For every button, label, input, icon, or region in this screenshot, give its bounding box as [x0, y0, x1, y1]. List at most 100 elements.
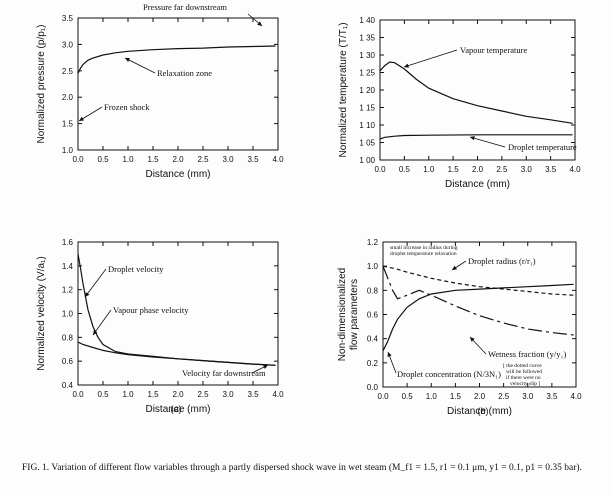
chart-p2: 0.0 0.5 1.0 1.5 2.0 2.5 3.0 3.5 4.0 1 00 1 05 1 10 1…: [338, 16, 581, 190]
annotation-leader: [403, 49, 458, 68]
x-tick-label: 3.0: [222, 155, 234, 164]
y-tick-label: 0.8: [62, 333, 74, 342]
y-axis-label: Normalized temperature (T/T₁): [338, 22, 349, 157]
x-tick-label: 2.0: [172, 155, 184, 164]
x-axis-label: Distance (mm): [145, 169, 210, 180]
y-tick-label: 0.6: [367, 311, 379, 320]
y-tick-label: 0.4: [62, 381, 74, 390]
y-tick-label: 1 25: [359, 69, 375, 78]
x-tick-label: 0.5: [399, 165, 411, 174]
x-tick-label: 1.0: [122, 390, 134, 399]
series-line-0: [382, 265, 574, 296]
x-tick-label: 2.5: [496, 165, 508, 174]
y-tick-label: 1.4: [62, 262, 74, 271]
y-tick-label: 1 10: [359, 121, 375, 130]
x-tick-label: 1.5: [147, 155, 159, 164]
x-tick-label: 0.0: [72, 155, 84, 164]
x-tick-label: 2.0: [172, 390, 184, 399]
x-tick-label: 3.0: [522, 392, 534, 401]
annotation-arrowhead: [263, 365, 268, 369]
y-tick-label: 1.2: [62, 286, 74, 295]
annotation-label: Vapour phase velocity: [113, 305, 189, 315]
x-axis-label: Distance (mm): [447, 406, 512, 417]
x-tick-label: 2.5: [197, 155, 209, 164]
annotation-arrowhead: [257, 21, 262, 26]
x-tick-label: 0.5: [402, 392, 414, 401]
chart-p1: 0.0 0.5 1.0 1.5 2.0 2.5 3.0 3.5 4.0 1.0 1.5 2.0 2.5 3…: [36, 2, 284, 180]
x-tick-label: 3.0: [222, 390, 234, 399]
annotation-label: Velocity far downstream: [182, 368, 266, 378]
annotation-label: Droplet radius (r/r₁): [468, 256, 536, 266]
x-tick-label: 0.0: [374, 165, 386, 174]
y-tick-label: 1 20: [359, 86, 375, 95]
annotation-label: droplet temperature relaxation: [390, 251, 457, 257]
y-tick-label: 1 30: [359, 51, 375, 60]
annotation-arrowhead: [79, 116, 84, 121]
x-tick-label: 1.5: [147, 390, 159, 399]
x-tick-label: 3.5: [545, 165, 557, 174]
x-tick-label: 3.5: [247, 390, 259, 399]
y-tick-label: 1 00: [359, 156, 375, 165]
x-tick-label: 3.5: [247, 155, 259, 164]
annotation-label: Relaxation zone: [157, 68, 212, 78]
x-tick-label: 2.5: [498, 392, 510, 401]
panel-label-b: (b): [478, 406, 489, 416]
x-tick-label: 2.5: [197, 390, 209, 399]
x-tick-label: 1.0: [122, 155, 134, 164]
x-tick-label: 2.0: [472, 165, 484, 174]
annotation-leader: [84, 268, 107, 298]
annotation-leader: [92, 309, 112, 336]
annotation-arrowhead: [470, 337, 475, 342]
annotation-label: [ the dotted curve: [503, 363, 542, 369]
annotation-label: small increase in radius during: [390, 245, 458, 251]
series-line-1: [382, 283, 574, 352]
x-tick-label: 3.5: [546, 392, 558, 401]
y-axis-label-line2: flow parameters: [349, 279, 360, 350]
x-tick-label: 4.0: [272, 390, 284, 399]
figure-caption: FIG. 1. Variation of different flow vari…: [22, 462, 582, 473]
y-tick-label: 1.2: [367, 238, 379, 247]
x-tick-label: 1.5: [448, 165, 460, 174]
annotation-label: Droplet velocity: [108, 264, 164, 274]
x-tick-label: 3.0: [521, 165, 533, 174]
x-tick-label: 0.5: [97, 390, 109, 399]
y-tick-label: 1 15: [359, 104, 375, 113]
annotation-label: Droplet temperature: [508, 142, 577, 152]
panel-label-a: (a): [171, 404, 182, 414]
y-tick-label: 2.5: [62, 67, 74, 76]
y-tick-label: 1 05: [359, 139, 375, 148]
plot-frame: [77, 17, 279, 151]
annotation-label: Wetness fraction (y/y₁): [488, 349, 566, 359]
x-tick-label: 4.0: [569, 165, 581, 174]
y-tick-label: 1.6: [62, 238, 74, 247]
annotation-arrowhead: [125, 58, 130, 62]
x-tick-label: 1.5: [450, 392, 462, 401]
annotation-leader: [124, 57, 156, 74]
annotation-leader: [469, 136, 506, 148]
annotation-arrowhead: [93, 330, 98, 335]
x-tick-label: 1.0: [426, 392, 438, 401]
x-tick-label: 0.0: [377, 392, 389, 401]
y-tick-label: 1.0: [62, 146, 74, 155]
annotation-label: will be followed: [506, 368, 542, 375]
annotation-label: Vapour temperature: [460, 45, 527, 55]
y-axis-label: Non-dimensionalized: [337, 268, 348, 361]
y-tick-label: 0.0: [367, 383, 379, 392]
annotation-label: Frozen shock: [104, 102, 150, 112]
chart-p3: 0.0 0.5 1.0 1.5 2.0 2.5 3.0 3.5 4.0 0.4 0.6 0.8 1.0 1…: [36, 238, 284, 415]
annotation-arrowhead: [85, 292, 90, 297]
annotation-arrowhead: [470, 136, 475, 141]
annotation-label: Pressure far downstream: [143, 2, 227, 12]
y-tick-label: 2.0: [62, 93, 74, 102]
y-tick-label: 1.0: [62, 310, 74, 319]
y-tick-label: 1.0: [367, 262, 379, 271]
series-line-1: [379, 134, 573, 140]
annotation-label: if there were no: [506, 374, 541, 381]
series-line-0: [77, 45, 276, 74]
x-tick-label: 0.0: [72, 390, 84, 399]
x-tick-label: 2.0: [474, 392, 486, 401]
series-line-1: [77, 341, 276, 366]
y-axis-label: Normalized pressure (p/p₁): [36, 25, 47, 144]
